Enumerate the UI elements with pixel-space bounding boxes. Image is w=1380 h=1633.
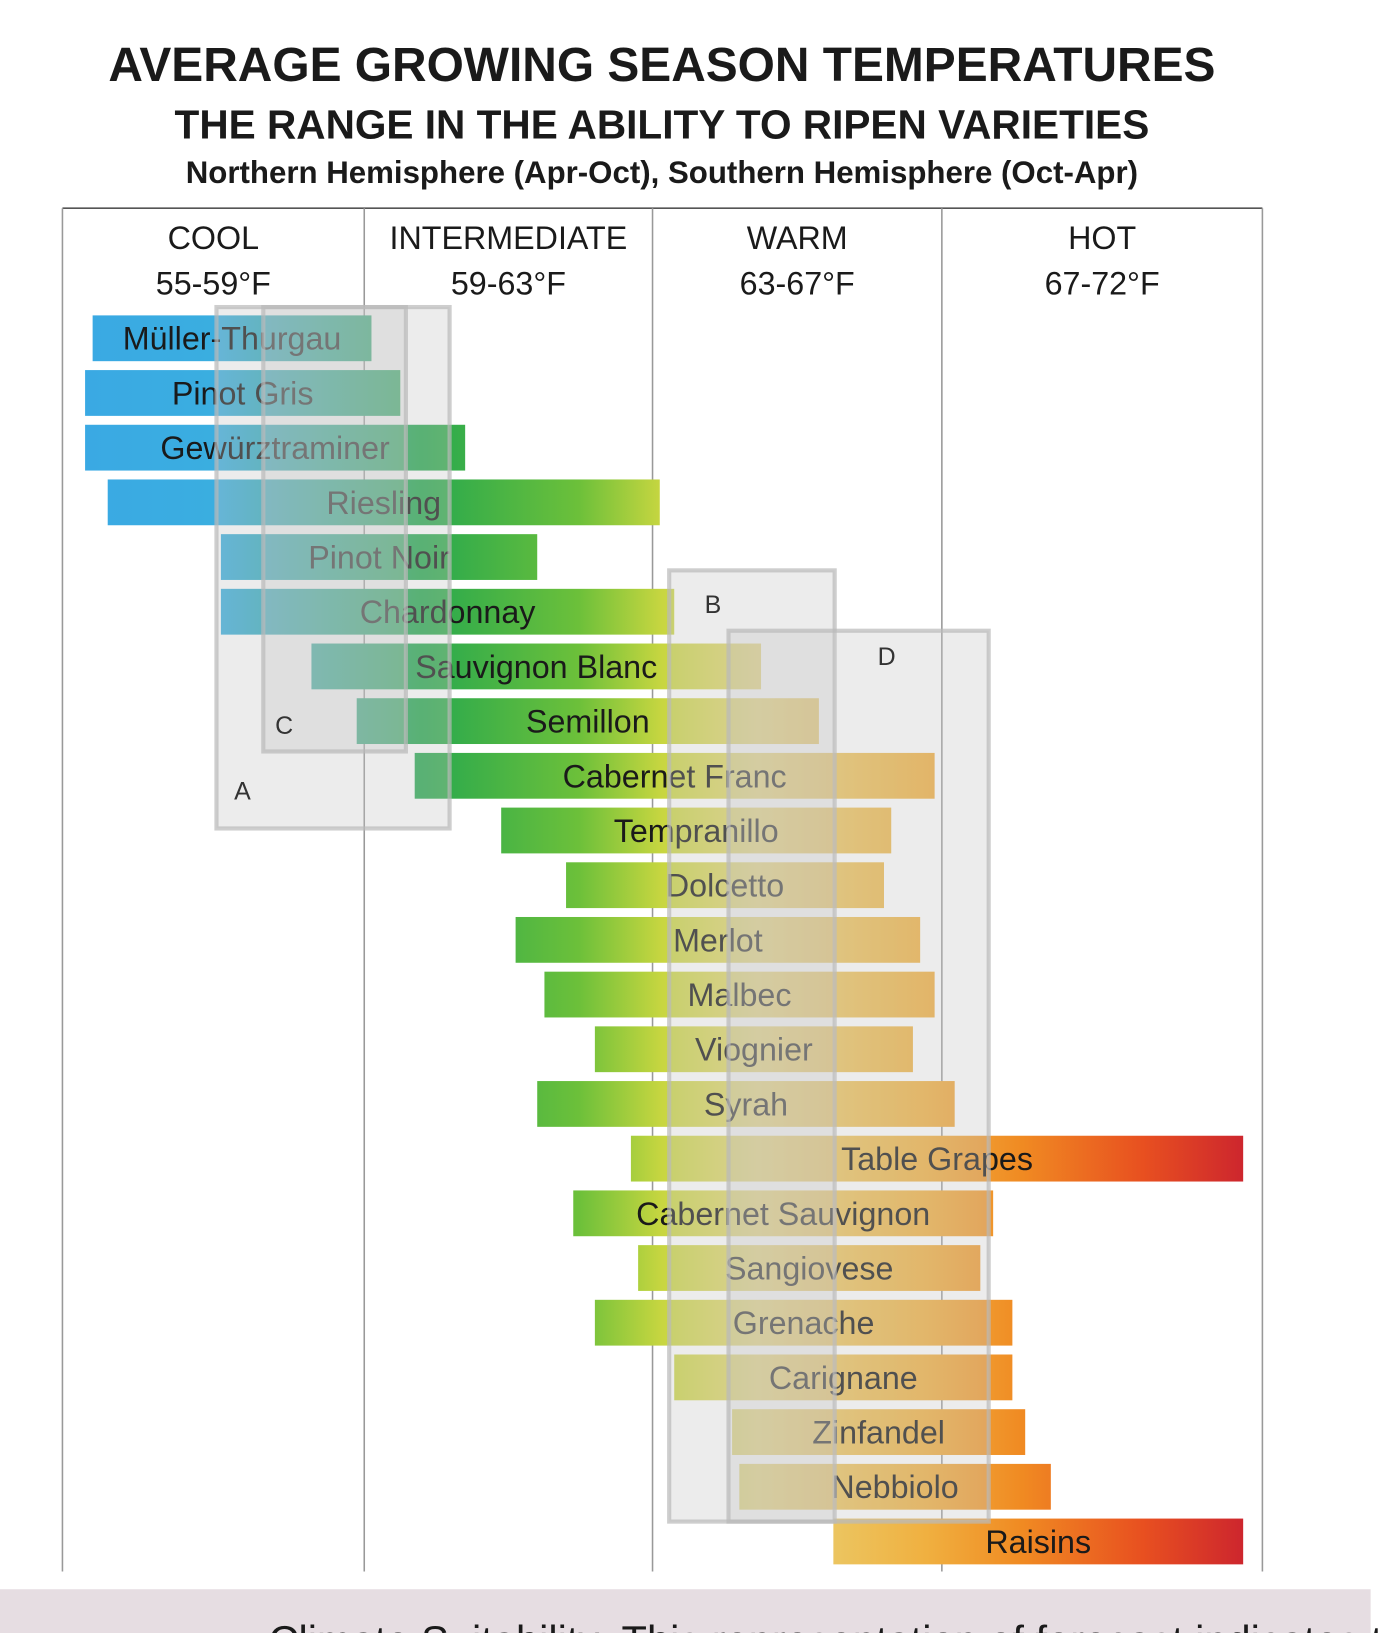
bar-label: Pinot Gris: [172, 375, 314, 411]
bar-label: Sauvignon Blanc: [415, 649, 657, 685]
bar: [92, 315, 372, 362]
chart-note: Northern Hemisphere (Apr-Oct), Southern …: [186, 155, 1138, 190]
bar: [501, 807, 892, 854]
bar: [566, 862, 884, 909]
bar-label: Malbec: [688, 977, 792, 1013]
bar: [594, 1026, 913, 1073]
bar: [630, 1135, 1244, 1182]
bar: [515, 916, 921, 963]
bar: [220, 534, 538, 580]
bar: [732, 1409, 1026, 1455]
bar: [107, 479, 660, 526]
bar: [537, 1081, 955, 1127]
overlay-box: [214, 304, 452, 831]
footer-text: Climate Suitability: This representation…: [269, 1617, 1380, 1633]
bar: [356, 698, 819, 745]
bar: [85, 424, 466, 471]
zone-name: HOT: [1068, 220, 1136, 256]
bar-label: Carignane: [769, 1360, 918, 1396]
bar: [594, 1299, 1013, 1346]
bar-label: Nebbiolo: [831, 1469, 958, 1505]
bar: [573, 1190, 994, 1237]
bar: [85, 370, 401, 416]
bar: [833, 1518, 1244, 1565]
bar-label: Cabernet Franc: [563, 758, 787, 794]
overlay-box: [726, 628, 991, 1524]
chart-subtitle: THE RANGE IN THE ABILITY TO RIPEN VARIET…: [175, 101, 1150, 147]
zone-range: 59-63°F: [451, 266, 566, 302]
bar-label: Table Grapes: [841, 1141, 1033, 1177]
bar-label: Gewürztraminer: [160, 430, 390, 466]
bar: [674, 1354, 1013, 1401]
bar-label: Cabernet Sauvignon: [636, 1196, 930, 1232]
bar: [638, 1245, 981, 1291]
overlay-box: [261, 304, 408, 754]
bar: [544, 971, 935, 1018]
bar-label: Syrah: [704, 1086, 788, 1122]
zone-name: COOL: [168, 220, 259, 256]
chart-title: AVERAGE GROWING SEASON TEMPERATURES: [108, 39, 1215, 92]
zone-range: 55-59°F: [156, 266, 271, 302]
bar: [414, 752, 935, 799]
bar-label: Semillon: [526, 704, 650, 740]
bar: [311, 643, 762, 690]
bar-label: Raisins: [985, 1524, 1091, 1560]
bar-label: Dolcetto: [666, 868, 784, 904]
footer-band: [0, 1589, 1371, 1633]
bar-label: Riesling: [326, 485, 441, 521]
overlay-label: C: [275, 712, 293, 740]
overlay-label: D: [878, 643, 896, 671]
bar-label: Tempranillo: [614, 813, 779, 849]
bar-label: Merlot: [673, 922, 763, 958]
zone-range: 63-67°F: [740, 266, 855, 302]
bar-label: Pinot Noir: [308, 539, 450, 575]
bar-label: Müller-Thurgau: [123, 321, 342, 357]
overlay-box: [667, 568, 837, 1524]
overlay-label: A: [234, 777, 251, 805]
bar-label: Grenache: [733, 1305, 875, 1341]
bar-label: Viognier: [695, 1032, 813, 1068]
zone-name: INTERMEDIATE: [390, 220, 628, 256]
bar: [739, 1463, 1051, 1510]
bar-label: Sangiovese: [725, 1250, 894, 1286]
overlay-label: B: [705, 591, 722, 619]
zone-name: WARM: [747, 220, 848, 256]
zone-range: 67-72°F: [1045, 266, 1160, 302]
